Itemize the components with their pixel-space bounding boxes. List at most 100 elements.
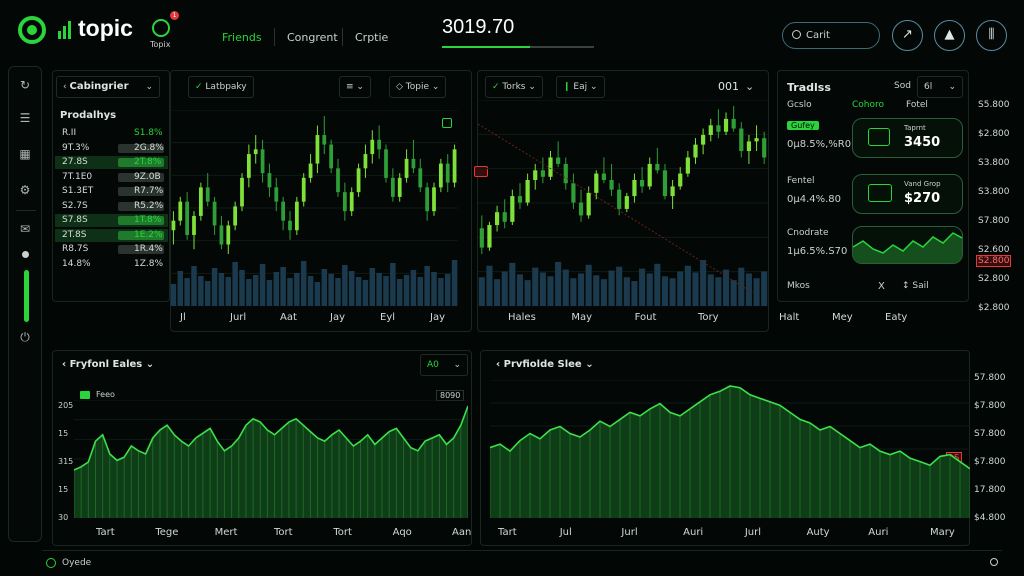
- settings-icon[interactable]: ⚙: [19, 183, 31, 197]
- trade-stat-card[interactable]: [852, 174, 963, 214]
- trade-value: 0µ4.4%.80: [787, 194, 842, 205]
- nav-item-congrent[interactable]: Congrent: [287, 31, 338, 44]
- volume-bar: [753, 278, 760, 306]
- sell-button-label: Sail: [912, 281, 929, 291]
- value-bar: [118, 201, 164, 211]
- list-item-left[interactable]: R8.7S: [62, 244, 89, 254]
- candle-body: [267, 173, 272, 188]
- list-icon[interactable]: ☰: [19, 111, 31, 125]
- filter-button[interactable]: ⫼: [976, 20, 1007, 51]
- candle-body: [171, 220, 176, 231]
- volume-bar: [501, 271, 508, 306]
- chart1-expand-icon[interactable]: [442, 118, 452, 128]
- list-item-left[interactable]: 2T.8S: [62, 229, 87, 240]
- trend-button[interactable]: ↗: [892, 20, 923, 51]
- chart2-chip-eaj[interactable]: ❙ Eaj ⌄: [556, 76, 605, 98]
- volume-bar: [438, 278, 444, 306]
- volume-bar: [431, 272, 437, 306]
- message-icon[interactable]: ✉: [19, 222, 31, 236]
- candle-body: [517, 196, 523, 203]
- chart1-chip-style[interactable]: ✓ Latbpaky: [188, 76, 254, 98]
- volume-slider[interactable]: [24, 270, 29, 322]
- sell-button[interactable]: ↕ Sail: [902, 281, 929, 291]
- slider-handle[interactable]: [22, 251, 29, 258]
- volume-bar: [307, 276, 314, 306]
- volume-bar: [539, 272, 546, 306]
- diamond-icon: ◇: [396, 82, 403, 92]
- volume-bar: [335, 278, 341, 306]
- list-item-left[interactable]: S2.7S: [62, 200, 88, 211]
- volume-bar: [700, 260, 707, 306]
- chart1-chip-menu[interactable]: ≡ ⌄: [339, 76, 371, 98]
- chart2-chip-torks-label: Torks: [502, 82, 526, 92]
- trade-stat-card[interactable]: [852, 118, 963, 158]
- chart1-chip-topie[interactable]: ◇ Topie ⌄: [389, 76, 447, 98]
- x-tick-label: Fout: [634, 312, 657, 323]
- nav-item-friends[interactable]: Friends: [222, 31, 262, 44]
- candle-body: [322, 135, 327, 145]
- search-input[interactable]: [782, 22, 880, 49]
- x-tick-label: Auri: [868, 527, 889, 538]
- chart2-chip-torks[interactable]: ✓ Torks ⌄: [485, 76, 543, 98]
- left-panel-dropdown[interactable]: ‹ Cabingrier ⌄: [56, 76, 160, 98]
- chart-button[interactable]: ▲: [934, 20, 965, 51]
- nav-item-crptie[interactable]: Crptie: [355, 31, 389, 44]
- candle-body: [452, 149, 457, 183]
- list-item-left[interactable]: 14.8%: [62, 258, 91, 269]
- volume-bar: [348, 271, 355, 306]
- volume-bar: [707, 274, 714, 306]
- trades-filter-sod[interactable]: Sod: [894, 81, 911, 91]
- candle-body: [639, 180, 645, 187]
- volume-bar: [654, 263, 661, 306]
- volume-bar: [294, 273, 300, 306]
- volume-bar: [342, 265, 348, 306]
- trades-filter-dropdown[interactable]: 6l ⌄: [917, 76, 963, 98]
- bottom-right-dropdown[interactable]: ‹ Prvfiolde Slee ⌄: [496, 359, 594, 370]
- candle-body: [533, 170, 538, 180]
- grid-icon[interactable]: ▦: [19, 147, 31, 161]
- list-item-left[interactable]: S7.8S: [62, 215, 88, 225]
- list-item-left[interactable]: 9T.3%: [62, 142, 90, 153]
- chevron-down-icon: ⌄: [948, 82, 956, 92]
- volume-bar: [232, 262, 238, 306]
- volume-bar: [198, 276, 204, 306]
- candle-body: [342, 192, 347, 212]
- candle-body: [548, 157, 553, 177]
- power-icon[interactable]: ⏻: [20, 330, 30, 344]
- volume-bar: [669, 278, 676, 306]
- bottom-left-dropdown[interactable]: ‹ Fryfonl Eales ⌄: [62, 359, 154, 370]
- candle-body: [281, 201, 286, 221]
- status-icon: [46, 558, 56, 568]
- volume-bar: [211, 268, 218, 306]
- volume-bar: [252, 275, 259, 306]
- x-tick-label: Hales: [508, 312, 536, 323]
- volume-bar: [280, 267, 286, 306]
- bottom-left-chip[interactable]: A0 ⌄: [420, 354, 468, 376]
- list-item-left[interactable]: S1.3ET: [62, 186, 94, 196]
- candle-body: [540, 170, 545, 177]
- candle-body: [571, 183, 576, 203]
- list-item-left[interactable]: 27.8S: [62, 157, 88, 167]
- avatar[interactable]: [152, 19, 170, 37]
- trade-mini-chart-card[interactable]: [852, 226, 963, 264]
- list-item-left[interactable]: R.II: [62, 128, 77, 138]
- y-tick-label: S5.800: [978, 100, 1010, 110]
- y-tick-label: $7.800: [974, 401, 1006, 411]
- candle-body: [411, 158, 416, 169]
- close-icon[interactable]: X: [878, 281, 885, 292]
- list-item-right: 1E.2%: [134, 229, 163, 240]
- left-panel-header: Prodalhys: [60, 110, 117, 121]
- y-tick-label: $2.800: [978, 303, 1010, 313]
- y-tick-label: $7.800: [974, 457, 1006, 467]
- y-tick-label: 30: [58, 513, 69, 522]
- chart2-interval[interactable]: 001: [718, 80, 739, 93]
- list-item-left[interactable]: 7T.1E0: [62, 171, 93, 182]
- history-icon[interactable]: ↻: [19, 78, 31, 92]
- x-tick-label: Eaty: [885, 312, 908, 323]
- candle-body: [418, 168, 423, 188]
- trade-value: 0µ8.5%,%R0: [787, 139, 852, 150]
- volume-bar: [593, 275, 600, 306]
- chevron-down-icon[interactable]: ⌄: [745, 80, 755, 93]
- x-tick-label: Halt: [779, 312, 800, 323]
- x-tick-label: Jurl: [621, 527, 638, 538]
